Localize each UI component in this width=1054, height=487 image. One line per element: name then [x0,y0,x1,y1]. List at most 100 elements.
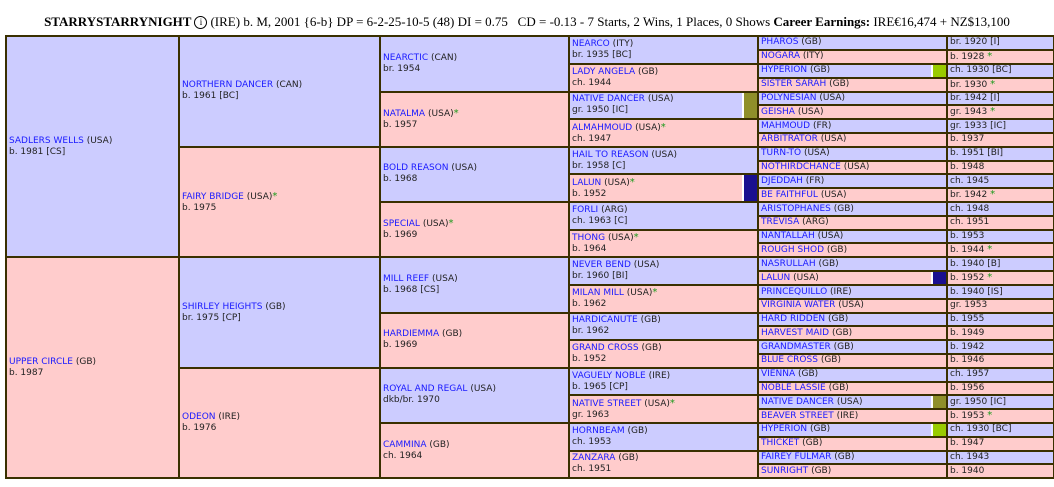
horse-link[interactable]: HYPERION [761,65,808,76]
horse-link[interactable]: PHAROS [761,37,799,48]
horse-link[interactable]: THICKET [761,438,800,449]
horse-link[interactable]: HARDIEMMA [383,329,440,340]
pedigree-cell-gen5-info: b. 1940 [946,463,1054,480]
pedigree-cell-gen2: SHIRLEY HEIGHTS (GB) br. 1975 [CP] [178,256,381,369]
horse-link[interactable]: THONG [572,233,606,244]
horse-link[interactable]: MILAN MILL [572,288,624,299]
horse-link[interactable]: NANTALLAH [761,231,815,242]
horse-link[interactable]: SADLERS WELLS [9,135,84,146]
horse-link[interactable]: NEVER BEND [572,260,631,271]
horse-country: (GB) [826,244,848,255]
horse-link[interactable]: TURN-TO [761,148,802,159]
horse-link[interactable]: PRINCEQUILLO [761,286,828,297]
horse-link[interactable]: SISTER SARAH [761,79,827,90]
horse-link[interactable]: FORLI [572,204,599,215]
horse-link[interactable]: ARISTOPHANES [761,203,831,214]
horse-link[interactable]: BOLD REASON [383,163,449,174]
horse-link[interactable]: HYPERION [761,424,808,435]
horse-link[interactable]: ROUGH SHOD [761,244,825,255]
horse-link[interactable]: NATIVE DANCER [761,396,834,407]
horse-link[interactable]: NATALMA [383,108,426,119]
horse-link[interactable]: BEAVER STREET [761,410,834,421]
horse-link[interactable]: DJEDDAH [761,175,803,186]
horse-link[interactable]: SPECIAL [383,219,420,230]
horse-link[interactable]: ALMAHMOUD [572,122,633,133]
horse-link[interactable]: ARBITRATOR [761,134,818,145]
pedigree-cell-gen5-info: b. 1946 [946,353,1054,369]
horse-link[interactable]: NEARCO [572,38,610,49]
horse-country: (FR) [805,175,825,186]
pedigree-cell-gen3: NATALMA (USA)* b. 1957 [379,90,570,148]
horse-info: b. 1953 [950,231,985,242]
pedigree-cell-gen4: NEVER BEND (USA) br. 1960 [BI] [568,256,759,287]
horse-link[interactable]: NEARCTIC [383,52,429,63]
pedigree-cell-gen5: HARVEST MAID (GB) [757,325,948,342]
horse-link[interactable]: LALUN [761,272,791,283]
horse-info: br. 1975 [CP] [182,312,241,323]
horse-link[interactable]: MILL REEF [383,274,430,285]
horse-info: b. 1969 [383,230,418,241]
horse-link[interactable]: TREVISA [761,217,800,228]
horse-link[interactable]: NOTHIRDCHANCE [761,161,841,172]
horse-country: (GB) [831,327,853,338]
pedigree-cell-gen5-info: gr. 1953 [946,297,1054,314]
pedigree-row: GEISHA (USA) gr. 1943 * [6,104,1054,121]
horse-link[interactable]: VIENNA [761,369,796,380]
pedigree-cell-gen5: HARD RIDDEN (GB) [757,311,948,328]
horse-info: gr. 1953 [950,300,988,311]
horse-info: gr. 1933 [IC] [950,120,1007,131]
horse-country: (USA) [820,189,847,200]
pedigree-row: BEAVER STREET (IRE) b. 1953 * [6,408,1054,425]
horse-link[interactable]: SUNRIGHT [761,465,809,476]
horse-link[interactable]: FAIRY BRIDGE [182,191,244,202]
horse-link[interactable]: SHIRLEY HEIGHTS [182,301,263,312]
horse-link[interactable]: ROYAL AND REGAL [383,384,468,395]
horse-link[interactable]: GEISHA [761,106,795,117]
horse-link[interactable]: NORTHERN DANCER [182,80,274,91]
horse-link[interactable]: NASRULLAH [761,258,816,269]
pedigree-row: NOTHIRDCHANCE (USA) b. 1948 [6,159,1054,176]
horse-link[interactable]: NOBLE LASSIE [761,382,826,393]
horse-link[interactable]: GRANDMASTER [761,341,831,352]
horse-link[interactable]: NOGARA [761,51,800,62]
horse-link[interactable]: FAIREY FULMAR [761,451,832,462]
pedigree-row: SPECIAL (USA)* b. 1969 FORLI (ARG) ch. 1963… [6,201,1054,259]
pedigree-row: NATALMA (USA)* b. 1957 NATIVE DANCER (USA)… [6,90,1054,148]
horse-link[interactable]: BLUE CROSS [761,355,818,366]
horse-link[interactable]: LALUN [572,177,602,188]
pedigree-cell-gen2: ODEON (IRE) b. 1976 [178,366,381,480]
pedigree-cell-gen5: PHAROS (GB) [757,35,948,51]
horse-link[interactable]: NATIVE STREET [572,398,642,409]
horse-link[interactable]: CAMMINA [383,439,427,450]
horse-link[interactable]: GRAND CROSS [572,343,639,354]
pedigree-cell-gen5-info: gr. 1950 [IC] [946,394,1054,411]
pedigree-cell-gen5-info: gr. 1933 [IC] [946,118,1054,135]
horse-link[interactable]: ZANZARA [572,453,616,464]
horse-link[interactable]: BE FAITHFUL [761,189,818,200]
horse-link[interactable]: UPPER CIRCLE [9,356,73,367]
pedigree-cell-gen5: NATIVE DANCER (USA) [757,394,948,411]
pedigree-cell-gen5-info: gr. 1943 * [946,104,1054,121]
horse-country: (USA) [797,106,824,117]
horse-link[interactable]: HAIL TO REASON [572,149,649,160]
horse-link[interactable]: MAHMOUD [761,120,811,131]
horse-info: gr. 1950 [IC] [950,396,1007,407]
horse-link[interactable]: VIRGINIA WATER [761,300,836,311]
horse-info: b. 1942 [950,341,985,352]
horse-link[interactable]: LADY ANGELA [572,66,636,77]
horse-link[interactable]: HARD RIDDEN [761,314,826,325]
horse-link[interactable]: ODEON [182,411,216,422]
horse-country: (USA) [819,92,846,103]
horse-link[interactable]: VAGUELY NOBLE [572,370,646,381]
horse-link[interactable]: POLYNESIAN [761,92,817,103]
horse-info: b. 1969 [383,340,418,351]
horse-info: b. 1940 [950,465,985,476]
info-icon[interactable]: i [194,16,208,29]
horse-link[interactable]: HARVEST MAID [761,327,830,338]
horse-country: (USA) [427,108,454,119]
horse-link[interactable]: HARDICANUTE [572,315,638,326]
horse-link[interactable]: NATIVE DANCER [572,94,645,105]
horse-info: gr. 1950 [IC] [572,105,629,116]
pedigree-cell-gen5: BE FAITHFUL (USA) [757,187,948,204]
horse-link[interactable]: HORNBEAM [572,425,625,436]
